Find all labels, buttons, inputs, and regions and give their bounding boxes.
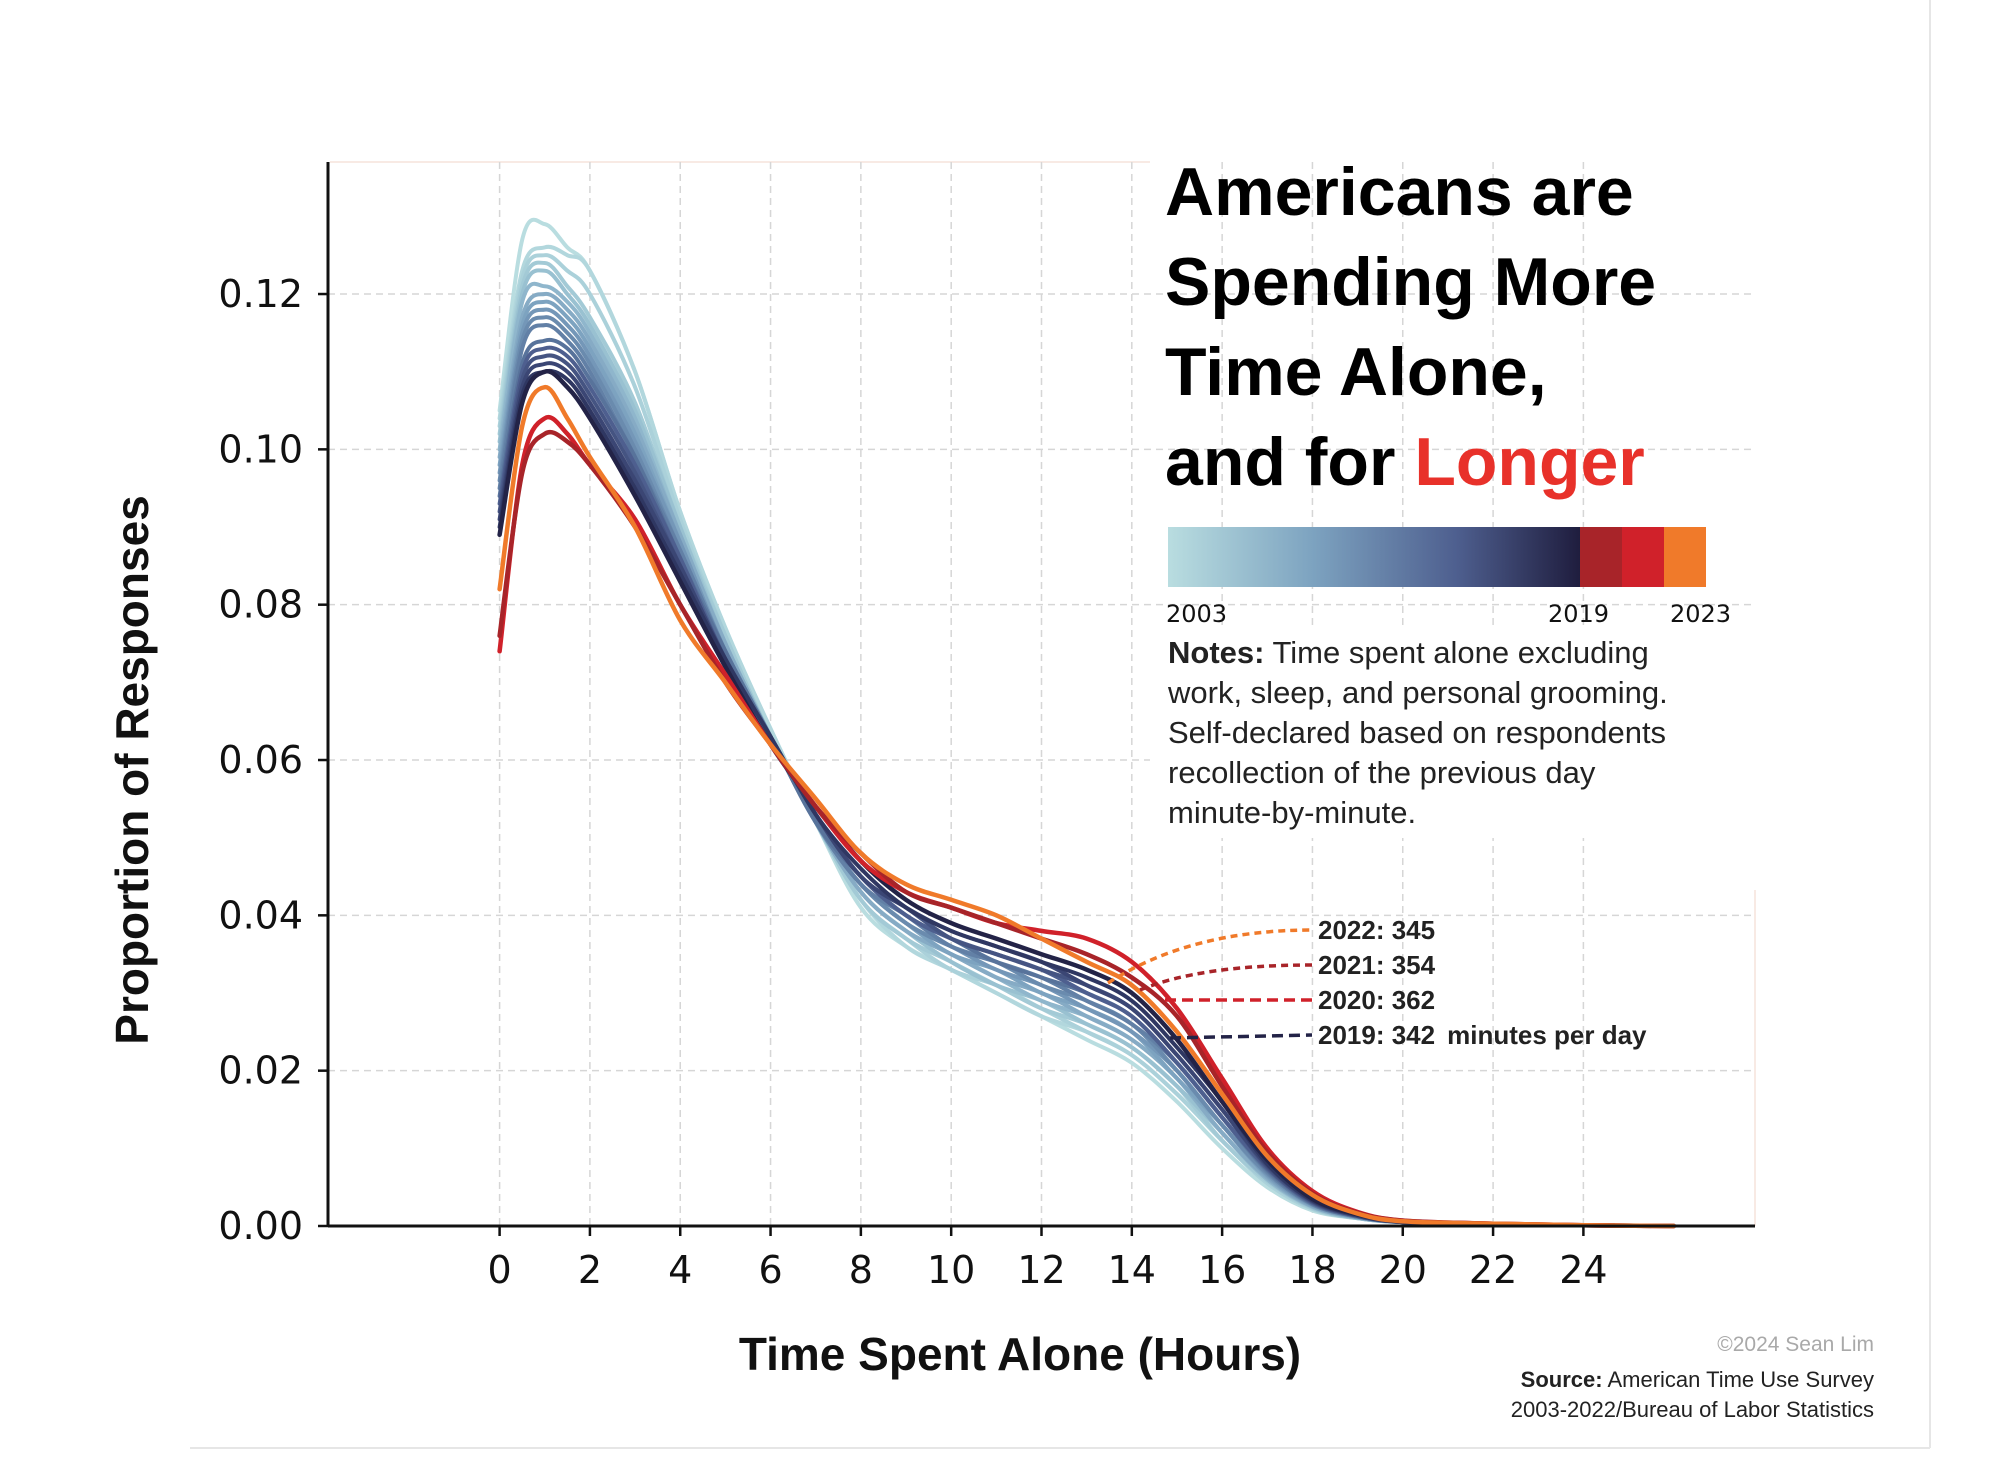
y-tick-label: 0.10 [218, 427, 303, 471]
source-line-2: 2003-2022/Bureau of Labor Statistics [1511, 1397, 1874, 1422]
legend-swatch-2021 [1622, 527, 1664, 587]
notes-line-4: recollection of the previous day [1168, 755, 1596, 790]
y-axis-title: Proportion of Responses [106, 495, 158, 1044]
y-tick-label: 0.02 [218, 1049, 303, 1093]
legend-label-start: 2003 [1166, 600, 1227, 628]
x-tick-label: 14 [1108, 1248, 1156, 1292]
connector-2022 [1107, 928, 1313, 985]
x-tick-label: 6 [758, 1248, 782, 1292]
x-tick-label: 16 [1198, 1248, 1246, 1292]
annotation-2019: 2019: 342 minutes per day [1318, 1020, 1647, 1050]
legend-swatch-2022 [1664, 527, 1706, 587]
annotation-2019-value: 2019: 342 [1318, 1020, 1435, 1050]
notes-line-5: minute-by-minute. [1168, 795, 1416, 830]
series-line-2022 [497, 384, 1676, 1229]
legend-gradient-bar [1168, 527, 1580, 587]
x-tick-label: 0 [488, 1248, 512, 1292]
y-tick-label: 0.00 [218, 1204, 303, 1248]
title-line-4: and for Longer [1165, 424, 1645, 500]
title-line-3: Time Alone, [1165, 334, 1547, 410]
title-accent-word: Longer [1414, 424, 1644, 500]
legend-swatch-2020 [1580, 527, 1622, 587]
connector-2019 [1169, 1033, 1313, 1040]
annotation-2022: 2022: 345 [1318, 915, 1435, 945]
x-axis-title: Time Spent Alone (Hours) [739, 1328, 1301, 1380]
series-lines [497, 217, 1676, 1229]
annotation-unit: minutes per day [1447, 1020, 1647, 1050]
y-tick-label: 0.12 [218, 272, 303, 316]
x-tick-label: 24 [1559, 1248, 1607, 1292]
source-line-1-text: American Time Use Survey [1603, 1367, 1874, 1392]
y-tick-label: 0.08 [218, 583, 303, 627]
notes-block: Notes: Time spent alone excluding work, … [1167, 635, 1668, 830]
y-tick-label: 0.06 [218, 738, 303, 782]
annotation-2021: 2021: 354 [1318, 950, 1436, 980]
x-tick-label: 8 [849, 1248, 873, 1292]
notes-line-1: Notes: Time spent alone excluding [1168, 635, 1649, 670]
x-tick-label: 18 [1288, 1248, 1336, 1292]
notes-label: Notes: [1168, 635, 1264, 670]
x-tick-label: 4 [668, 1248, 692, 1292]
notes-line-1-text: Time spent alone excluding [1264, 635, 1648, 670]
y-axis-ticks: 0.00 0.02 0.04 0.06 0.08 0.10 0.12 [218, 272, 328, 1248]
x-tick-label: 2 [578, 1248, 602, 1292]
credit: ©2024 Sean Lim [1717, 1333, 1874, 1356]
source-label: Source: [1521, 1367, 1603, 1392]
connector-2021 [1139, 963, 1313, 992]
x-axis-ticks: 0 2 4 6 8 10 12 14 16 18 20 22 24 [488, 1226, 1608, 1292]
x-tick-label: 22 [1469, 1248, 1517, 1292]
legend-label-mid: 2019 [1548, 600, 1609, 628]
x-tick-label: 12 [1017, 1248, 1065, 1292]
title-line-1: Americans are [1165, 154, 1634, 230]
notes-background [1150, 630, 1770, 838]
title-line-4-prefix: and for [1165, 424, 1414, 500]
source-line-1: Source: American Time Use Survey [1521, 1367, 1874, 1392]
title-line-2: Spending More [1165, 244, 1656, 320]
notes-line-2: work, sleep, and personal grooming. [1167, 675, 1668, 710]
annotation-2020: 2020: 362 [1318, 985, 1435, 1015]
chart-title: Americans are Spending More Time Alone, … [1165, 154, 1656, 500]
annotations: 2022: 345 2021: 354 2020: 362 2019: 342 m… [1107, 915, 1647, 1050]
y-tick-label: 0.04 [218, 893, 303, 937]
notes-line-3: Self-declared based on respondents [1168, 715, 1666, 750]
year-color-legend: 2003 2019 2023 [1166, 527, 1731, 628]
x-tick-label: 20 [1379, 1248, 1427, 1292]
x-tick-label: 10 [927, 1248, 975, 1292]
legend-label-end: 2023 [1670, 600, 1731, 628]
